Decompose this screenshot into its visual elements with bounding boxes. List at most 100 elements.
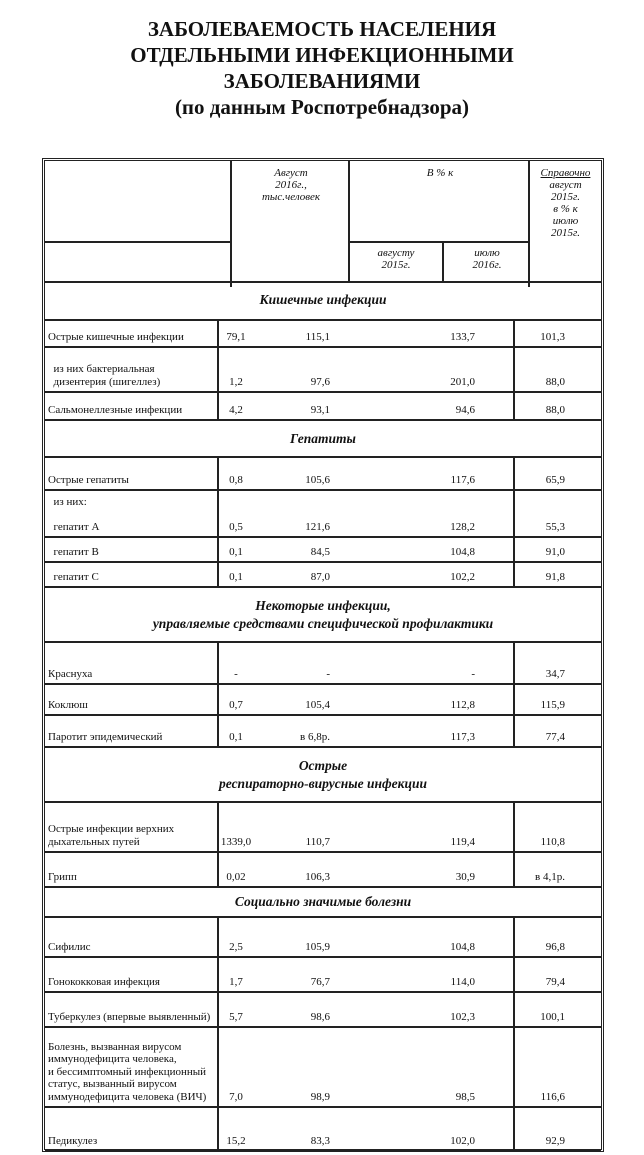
divider [513, 803, 515, 851]
row-label-line: гепатит А [48, 520, 100, 533]
cell-value: 1,7 [229, 976, 243, 988]
cell-value: 88,0 [545, 376, 565, 388]
row-label: Болезнь, вызванная вирусом иммунодефицита… [48, 1041, 218, 1104]
cell-value: 0,7 [229, 699, 243, 711]
section-title: Кишечные инфекции [259, 292, 387, 307]
cell-value: 105,6 [305, 474, 330, 486]
cell-value: 0,8 [229, 474, 243, 486]
cell-value: 0,5 [229, 521, 243, 533]
divider [217, 1028, 219, 1106]
header-text: Август [274, 167, 308, 179]
cell-value: 94,6 [455, 404, 475, 416]
divider [217, 538, 219, 561]
divider [513, 321, 515, 346]
row-label-line [48, 509, 218, 521]
row-label: Краснуха [48, 668, 218, 681]
cell-value: 5,7 [229, 1011, 243, 1023]
table-row: Болезнь, вызванная вирусом иммунодефицита… [45, 1028, 601, 1108]
row-label-line: гепатит В [48, 545, 99, 558]
divider [513, 393, 515, 419]
cell-value: 121,6 [305, 521, 330, 533]
page-title: ЗАБОЛЕВАЕМОСТЬ НАСЕЛЕНИЯ ОТДЕЛЬНЫМИ ИНФЕ… [0, 16, 644, 120]
title-subtitle: (по данным Роспотребнадзора) [174, 95, 470, 119]
cell-value: 105,4 [305, 699, 330, 711]
cell-value: 88,0 [545, 404, 565, 416]
section-title: Социально значимые болезни [234, 894, 412, 909]
section-title: Некоторые инфекции, [255, 597, 391, 613]
cell-value: 102,3 [450, 1011, 475, 1023]
divider [217, 393, 219, 419]
divider [217, 993, 219, 1026]
row-label-line: дизентерия (шигеллез) [48, 375, 161, 388]
cell-value: - [326, 668, 330, 680]
header-text: август [549, 179, 582, 191]
table-row: гепатит С 0,1 87,0 102,2 91,8 [45, 563, 601, 588]
divider [217, 918, 219, 956]
row-label-line: Коклюш [48, 698, 88, 711]
cell-value: 93,1 [310, 404, 330, 416]
row-label: Коклюш [48, 699, 218, 712]
section-header: Гепатиты [45, 421, 601, 458]
divider [513, 685, 515, 714]
table-row: Сальмонеллезные инфекции 4,2 93,1 94,6 88,0 [45, 393, 601, 421]
cell-value: 102,0 [450, 1135, 475, 1147]
divider [217, 685, 219, 714]
header-text: июлю [474, 247, 500, 259]
header-text: августу [377, 247, 415, 259]
cell-value: 92,9 [545, 1135, 565, 1147]
cell-value: 91,8 [545, 571, 565, 583]
divider [217, 716, 219, 746]
header-text: 2016г. [472, 259, 502, 271]
divider [513, 993, 515, 1026]
divider [513, 538, 515, 561]
cell-value: 7,0 [229, 1091, 243, 1103]
divider [217, 1108, 219, 1150]
cell-value: 79,1 [226, 331, 246, 343]
divider [217, 348, 219, 391]
row-label-line: из них: [48, 496, 87, 508]
header-text: Справочно [540, 167, 591, 179]
cell-value: 0,1 [229, 571, 243, 583]
row-label: Гонококковая инфекция [48, 976, 218, 989]
divider [513, 1028, 515, 1106]
section-title: Гепатиты [290, 430, 356, 446]
row-label-line: Сальмонеллезные инфекции [48, 403, 183, 416]
header-text: июлю [552, 215, 579, 227]
row-label: Острые гепатиты [48, 474, 218, 487]
divider [513, 853, 515, 886]
cell-value: 100,1 [540, 1011, 565, 1023]
divider [513, 643, 515, 683]
section-header: Острые респираторно-вирусные инфекции [45, 748, 601, 803]
row-label: Паротит эпидемический [48, 731, 218, 744]
header-reference: Справочно август 2015г. в % к июлю 2015г. [528, 161, 601, 287]
divider [217, 563, 219, 586]
cell-value: 55,3 [545, 521, 565, 533]
table-row: Педикулез 15,2 83,3 102,0 92,9 [45, 1108, 601, 1152]
divider [513, 348, 515, 391]
row-label-line: Острые гепатиты [48, 473, 129, 486]
header-text: в % к [553, 203, 578, 215]
row-label: Педикулез [48, 1135, 218, 1148]
table-row: Краснуха - - - 34,7 [45, 643, 601, 685]
row-label: гепатит С [48, 571, 218, 584]
row-label: из них: гепатит А [48, 496, 218, 533]
divider [513, 563, 515, 586]
row-label-line: Острые инфекции верхних [48, 823, 175, 835]
header-sub-aug2015: августу 2015г. [350, 247, 442, 271]
divider [217, 491, 219, 536]
table-row: Острые кишечные инфекции 79,1 115,1 133,7 10… [45, 321, 601, 348]
divider [513, 958, 515, 991]
table-row: Острые гепатиты 0,8 105,6 117,6 65,9 [45, 458, 601, 491]
cell-value: 116,6 [540, 1091, 565, 1103]
cell-value: в 6,8р. [300, 731, 330, 743]
row-label-line: Педикулез [48, 1134, 98, 1147]
cell-value: 84,5 [310, 546, 330, 558]
divider [217, 803, 219, 851]
cell-value: 15,2 [226, 1135, 246, 1147]
cell-value: - [471, 668, 475, 680]
row-label-line: Грипп [48, 870, 77, 883]
section-header: Кишечные инфекции [45, 281, 601, 321]
cell-value: 105,9 [305, 941, 330, 953]
header-text: 2015г. [551, 227, 580, 239]
cell-value: 114,0 [450, 976, 475, 988]
